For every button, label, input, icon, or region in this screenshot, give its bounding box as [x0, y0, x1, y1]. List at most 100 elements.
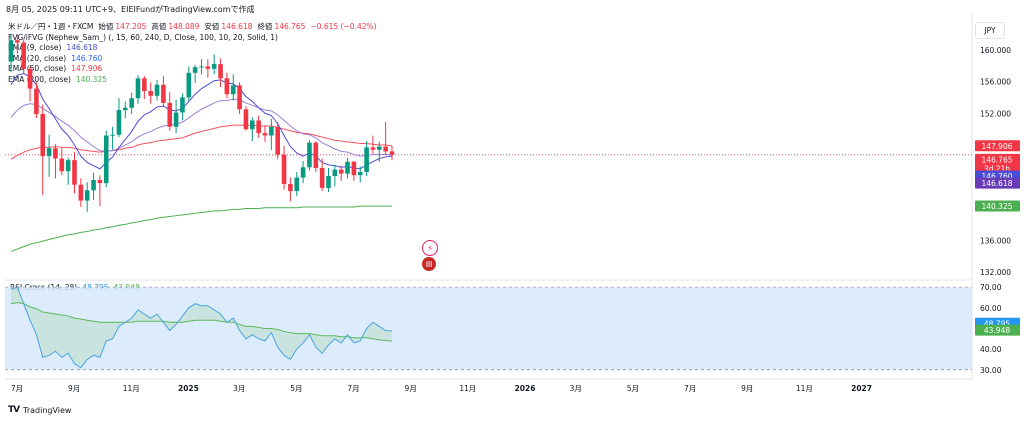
candle-body — [72, 160, 77, 185]
candle-body — [288, 183, 293, 192]
ema20-label: EMA (20, close) — [8, 53, 67, 63]
price-tick-label: 132.000 — [980, 268, 1011, 277]
candle-body — [338, 169, 344, 174]
symbol-title[interactable]: 米ドル／円・1週・FXCM — [8, 22, 94, 31]
candle-body — [192, 67, 198, 73]
candle-body — [97, 179, 103, 184]
candle-body — [250, 120, 255, 130]
ema9-row[interactable]: EMA (9, close) 146.618 — [8, 43, 377, 54]
candle-body — [332, 169, 338, 176]
candle-body — [237, 85, 242, 110]
ohlc-row: 米ドル／円・1週・FXCM 始値 147.205 高値 148.089 安値 146.… — [8, 22, 377, 33]
candle-body — [345, 161, 350, 174]
ema20-line — [10, 98, 393, 157]
time-tick-label: 2026 — [515, 384, 536, 393]
candle-body — [59, 158, 65, 172]
candle-body — [91, 179, 96, 191]
ema50-line — [10, 124, 393, 160]
candle-body — [377, 146, 382, 150]
price-label-bg — [975, 177, 1020, 189]
time-tick-label: 5月 — [627, 384, 639, 393]
price-tick-label: 136.000 — [980, 236, 1011, 245]
candle-body — [167, 102, 173, 127]
candle-body — [8, 40, 14, 62]
price-tick-label: 160.000 — [980, 46, 1011, 55]
candle-body — [34, 88, 39, 115]
candle-body — [21, 42, 26, 69]
price-label-bg — [975, 153, 1020, 174]
rsi-tick-label: 70.00 — [980, 283, 1002, 292]
time-tick-label: 9月 — [741, 384, 753, 393]
time-tick-label: 3月 — [233, 384, 245, 393]
candle-body — [294, 177, 300, 192]
candle-body — [148, 91, 153, 96]
open-label: 始値 — [98, 22, 114, 31]
footer-brand[interactable]: TV TradingView — [8, 405, 71, 415]
us-flag-icon[interactable]: ▤ — [422, 257, 436, 271]
ema50-label: EMA (50, close) — [8, 64, 67, 73]
candle-body — [110, 134, 115, 136]
price-tick-label: 152.000 — [980, 109, 1011, 118]
ema200-row[interactable]: EMA (200, close) 140.325 — [8, 75, 377, 86]
candle-body — [27, 68, 33, 89]
time-tick-label: 3月 — [570, 384, 582, 393]
candle-body — [123, 107, 128, 111]
candle-body — [269, 126, 274, 136]
close-label: 終値 — [257, 22, 273, 31]
time-tick-label: 5月 — [290, 384, 302, 393]
price-tick-label: 156.000 — [980, 78, 1011, 87]
high-label: 高値 — [151, 22, 167, 31]
currency-button[interactable]: JPY — [975, 22, 1005, 39]
rsi-price-label: 48.795 — [984, 319, 1010, 328]
price-label-countdown: 3d 21h — [984, 164, 1010, 173]
rsi14-line — [10, 286, 393, 369]
ema20-row[interactable]: EMA (20, close) 146.760 — [8, 54, 377, 65]
ema50-row[interactable]: EMA (50, close) 147.906 — [8, 64, 377, 75]
rsi-tick-label: 60.00 — [980, 304, 1002, 313]
candle-body — [319, 168, 325, 188]
time-tick-label: 7月 — [684, 384, 696, 393]
rsi-tick-label: 40.00 — [980, 345, 1002, 354]
rsi-price-label: 43.948 — [984, 326, 1010, 335]
rsi-tick-label: 30.00 — [980, 366, 1002, 375]
low-label: 安値 — [204, 22, 220, 31]
candle-body — [300, 167, 306, 178]
candle-body — [173, 112, 179, 127]
fvg-row[interactable]: FVG/iFVG (Nephew_Sam_) (, 15, 60, 240, D… — [8, 33, 377, 44]
lightning-icon[interactable]: ⚡ — [422, 240, 438, 256]
fvg-indicator-label: FVG/iFVG (Nephew_Sam_) (, 15, 60, 240, D… — [8, 32, 278, 42]
price-label-bg — [975, 140, 1020, 152]
candle-body — [262, 133, 268, 136]
candle-body — [205, 66, 211, 69]
open-value: 147.205 — [115, 22, 147, 31]
candle-body — [243, 109, 249, 130]
candle-body — [275, 126, 280, 155]
ema9-line — [10, 73, 393, 170]
symbol-legend: 米ドル／円・1週・FXCM 始値 147.205 高値 148.089 安値 146.… — [8, 22, 377, 85]
ema9-label: EMA (9, close) — [8, 43, 62, 52]
candle-body — [53, 148, 58, 159]
change-value: −0.615 (−0.42%) — [310, 22, 377, 31]
tradingview-logo-icon: TV — [8, 405, 20, 415]
price-label: 146.765 — [981, 155, 1012, 164]
time-tick-label: 2025 — [178, 384, 199, 393]
time-tick-label: 11月 — [459, 384, 476, 393]
ema50-value: 147.906 — [71, 64, 103, 73]
candle-body — [199, 66, 204, 68]
candle-body — [389, 151, 395, 155]
candle-body — [313, 142, 319, 169]
candle-body — [326, 175, 331, 188]
rsi-fill — [11, 287, 392, 368]
time-tick-label: 7月 — [347, 384, 359, 393]
time-tick-label: 9月 — [405, 384, 417, 393]
candle-body — [15, 40, 20, 43]
candle-body — [211, 64, 217, 69]
time-tick-label: 2027 — [851, 384, 872, 393]
ema200-line — [10, 205, 392, 252]
ema200-label: EMA (200, close) — [8, 74, 71, 84]
candle-body — [78, 184, 84, 201]
candle-body — [84, 190, 90, 201]
time-tick-label: 11月 — [123, 384, 140, 393]
rsi-price-label-bg — [975, 324, 1020, 336]
